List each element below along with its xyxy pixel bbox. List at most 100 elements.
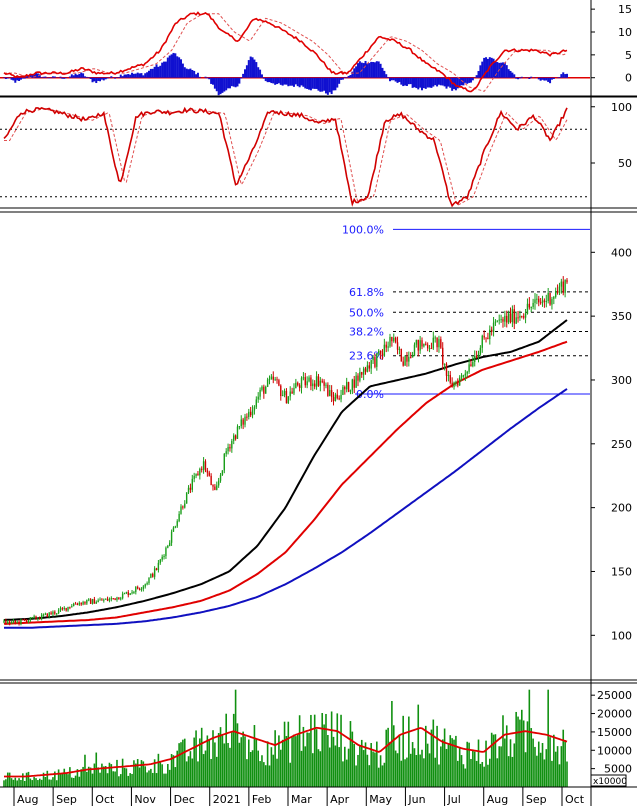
x-tick-label: Sep [56,793,77,806]
candle-body [366,365,369,372]
y-tick-label: 15000 [597,726,632,739]
macd-panel: 15 10 5 0 [0,3,632,96]
candle-body [526,303,529,314]
candle-body [236,426,239,439]
candle-body [144,584,146,587]
candle-body [278,380,280,386]
candle-body [470,364,472,367]
volume-ma-line [4,726,568,778]
candle-body [63,607,65,609]
candle-body [511,309,514,323]
candle-body [201,468,203,470]
candle-body [458,377,461,386]
candle-body [300,377,303,388]
candle-body [379,350,382,354]
candle-body [133,591,135,593]
candle-body [555,290,557,297]
candle-body [357,375,359,381]
candle-body [330,390,333,398]
fib-label: 61.8% [349,286,384,299]
candle-body [490,329,493,332]
candle-body [451,382,453,388]
x-tick-label: Aug [17,793,38,806]
candle-body [361,372,363,375]
candle-body [368,365,370,369]
y-tick-label: 15 [618,3,632,16]
candle-body [146,583,148,585]
candle-body [163,555,165,557]
candle-body [364,368,367,372]
y-tick-label: 20000 [597,708,632,721]
candle-body [210,475,212,486]
candle-body [251,410,254,416]
candle-body [37,618,39,620]
candle-body [104,598,107,600]
candle-body [393,337,395,342]
candle-body [332,397,335,401]
candle-body [400,348,403,362]
candle-body [195,473,197,476]
candle-body [65,607,67,611]
candle-body [255,399,258,408]
candle-body [306,381,308,386]
candle-body [541,300,544,303]
candle-body [487,337,489,340]
candle-body [447,375,450,377]
candle-body [91,599,94,604]
candle-body [116,597,118,600]
candle-body [381,353,384,356]
candle-body [129,593,131,596]
candle-body [293,388,295,394]
candle-body [329,390,331,396]
candle-body [223,453,226,471]
candle-body [72,603,75,607]
x-tick-label: Mar [291,793,312,806]
candle-body [229,447,231,449]
candle-body [506,315,508,323]
candle-body [355,375,357,388]
candle-body [372,356,374,361]
candle-body [187,487,190,493]
candle-body [398,348,401,350]
candle-body [321,380,323,382]
volume-unit-label: x10000 [593,777,627,787]
candle-body [385,344,387,348]
candle-body [287,396,290,404]
candle-body [82,601,84,605]
candle-body [496,320,499,322]
candle-body [123,593,126,595]
candle-body [519,315,521,318]
candle-body [319,380,322,386]
candle-body [553,296,555,299]
candle-body [61,608,64,610]
y-tick-label: 350 [611,310,632,323]
candle-body [308,377,310,382]
candle-body [266,379,269,387]
time-axis: Aug Sep Oct Nov Dec 2021 Feb Mar Apr May Jun Jul Aug… [13,787,585,806]
candle-body [477,354,480,359]
candle-body [479,347,482,355]
candle-body [285,390,288,404]
candle-body [423,343,425,347]
candle-body [317,376,320,386]
candle-body [99,599,101,601]
candle-body [206,470,209,473]
y-tick-label: 0 [625,72,632,85]
candle-body [14,620,16,623]
candle-body [340,394,342,400]
candle-body [483,335,485,338]
candle-body [485,337,487,339]
stoch-signal-line [4,108,568,206]
candle-body [413,344,416,356]
candle-body [157,562,160,571]
candle-body [184,503,186,508]
candle-body [396,342,399,350]
macd-signal-line [4,13,568,92]
candle-body [257,396,259,400]
ma-blue-line [4,388,568,629]
fib-label: 50.0% [349,306,384,319]
candle-body [39,618,41,620]
candle-body [560,281,563,287]
